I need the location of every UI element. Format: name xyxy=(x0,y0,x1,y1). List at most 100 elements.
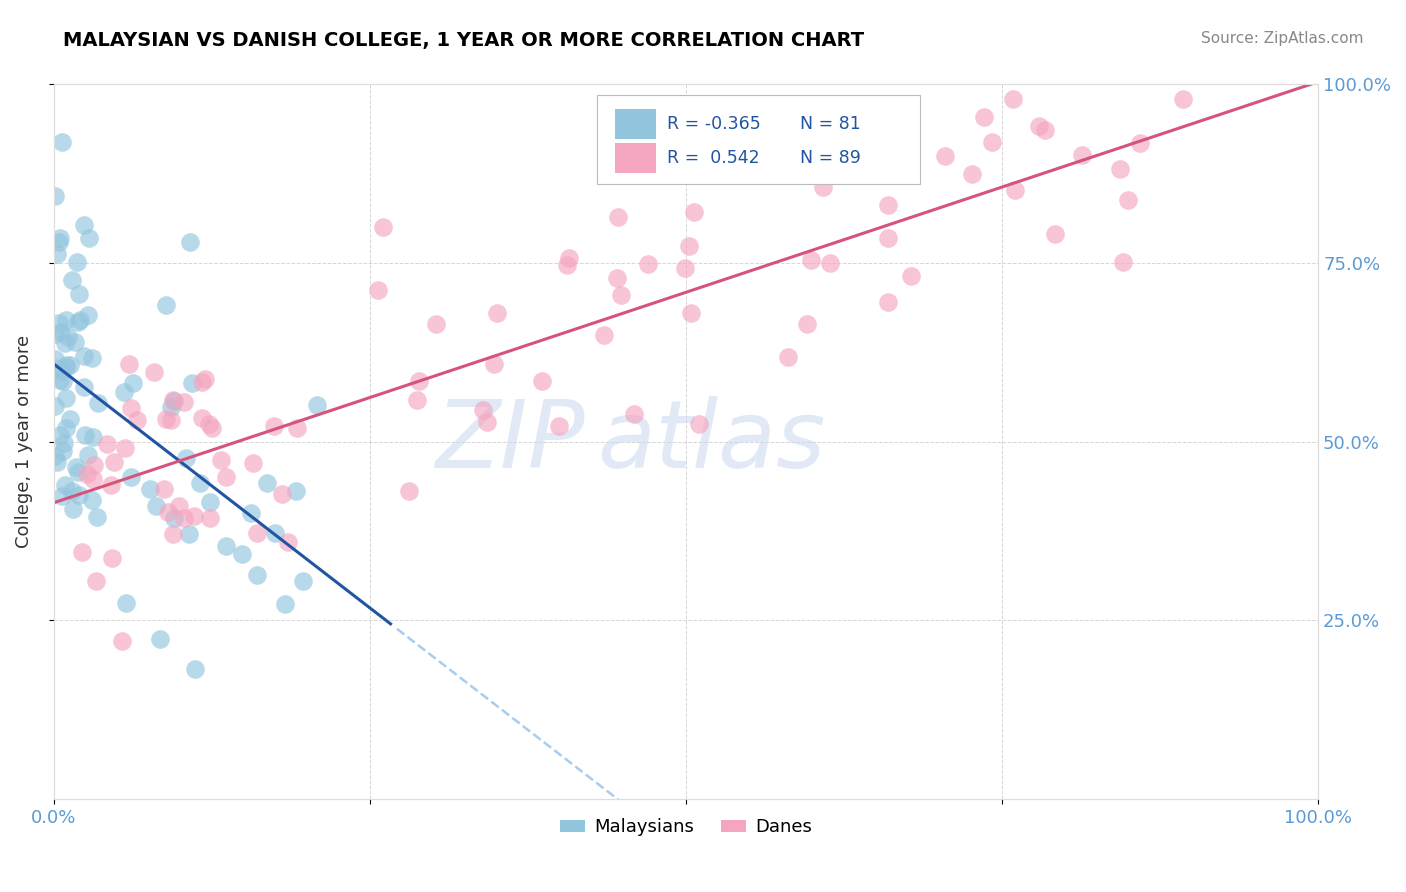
Point xyxy=(162,527,184,541)
Point xyxy=(475,415,498,429)
Point xyxy=(292,574,315,588)
Point xyxy=(367,283,389,297)
Point xyxy=(592,327,614,342)
Point xyxy=(188,475,211,490)
Point xyxy=(44,326,66,341)
Point xyxy=(160,413,183,427)
Point xyxy=(100,478,122,492)
Point xyxy=(82,493,104,508)
Point xyxy=(1004,183,1026,197)
FancyBboxPatch shape xyxy=(616,109,655,139)
Point xyxy=(277,535,299,549)
Point xyxy=(1109,161,1132,176)
Point xyxy=(876,231,898,245)
Point xyxy=(371,220,394,235)
Point xyxy=(1112,255,1135,269)
Point xyxy=(555,258,578,272)
Point xyxy=(246,525,269,540)
Point xyxy=(548,418,571,433)
Point xyxy=(44,189,66,203)
Point xyxy=(66,465,89,479)
Point xyxy=(51,489,73,503)
Point xyxy=(799,252,821,267)
Point xyxy=(558,251,581,265)
Point xyxy=(408,374,430,388)
Point xyxy=(610,288,633,302)
Point xyxy=(145,499,167,513)
Point xyxy=(877,295,900,310)
Point xyxy=(103,455,125,469)
Point xyxy=(173,511,195,525)
Point xyxy=(673,261,696,276)
Point xyxy=(198,510,221,524)
Point xyxy=(900,268,922,283)
Point xyxy=(55,391,77,405)
Point xyxy=(48,316,70,330)
Point xyxy=(160,400,183,414)
Point xyxy=(1129,136,1152,151)
Point xyxy=(82,472,104,486)
Point xyxy=(73,349,96,363)
Point xyxy=(112,385,135,400)
Point xyxy=(73,379,96,393)
Point xyxy=(285,421,308,435)
Point xyxy=(482,357,505,371)
Point xyxy=(242,456,264,470)
Point xyxy=(53,335,76,350)
Point xyxy=(72,545,94,559)
Point xyxy=(120,469,142,483)
Point xyxy=(69,312,91,326)
Point xyxy=(191,411,214,425)
Point xyxy=(425,317,447,331)
Point xyxy=(818,255,841,269)
Point xyxy=(305,398,328,412)
Point xyxy=(256,475,278,490)
Point xyxy=(162,392,184,407)
Text: MALAYSIAN VS DANISH COLLEGE, 1 YEAR OR MORE CORRELATION CHART: MALAYSIAN VS DANISH COLLEGE, 1 YEAR OR M… xyxy=(63,31,865,50)
Point xyxy=(52,374,75,388)
Point xyxy=(44,352,66,367)
Point xyxy=(179,235,201,249)
Point xyxy=(60,484,83,499)
Point xyxy=(679,306,702,320)
Point xyxy=(73,218,96,232)
Point xyxy=(55,360,77,375)
Point xyxy=(60,273,83,287)
Point xyxy=(86,510,108,524)
Point xyxy=(55,421,77,435)
Point xyxy=(184,662,207,676)
Point xyxy=(471,403,494,417)
Point xyxy=(53,435,76,450)
Point xyxy=(114,441,136,455)
Point xyxy=(973,111,995,125)
Point xyxy=(76,467,98,482)
Point xyxy=(77,308,100,322)
Y-axis label: College, 1 year or more: College, 1 year or more xyxy=(15,335,32,549)
Point xyxy=(49,326,72,340)
Point xyxy=(48,231,70,245)
Text: ZIP: ZIP xyxy=(436,396,585,487)
Text: N = 89: N = 89 xyxy=(800,149,860,167)
Point xyxy=(274,598,297,612)
Point xyxy=(960,167,983,181)
Point xyxy=(980,136,1002,150)
Point xyxy=(77,231,100,245)
Point xyxy=(138,482,160,496)
Point xyxy=(86,574,108,588)
Point xyxy=(1028,119,1050,133)
Point xyxy=(209,453,232,467)
Point xyxy=(683,204,706,219)
Point xyxy=(215,470,238,484)
Point xyxy=(263,418,285,433)
FancyBboxPatch shape xyxy=(598,95,920,185)
Text: R = -0.365: R = -0.365 xyxy=(666,115,761,133)
Point xyxy=(76,448,98,462)
Point xyxy=(117,358,139,372)
Point xyxy=(641,164,664,178)
Point xyxy=(48,235,70,249)
Point xyxy=(688,417,710,431)
Point xyxy=(934,149,956,163)
Point xyxy=(96,437,118,451)
Point xyxy=(155,298,177,312)
Point xyxy=(271,487,294,501)
